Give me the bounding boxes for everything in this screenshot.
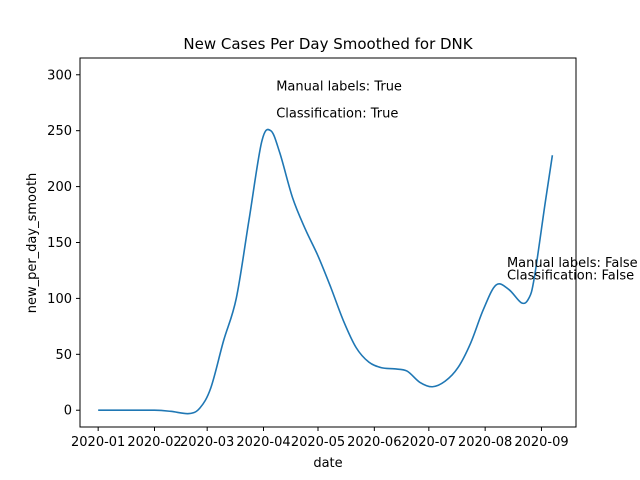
y-tick-label: 0	[64, 404, 72, 419]
x-tick-label: 2020-06	[347, 435, 401, 450]
annotation-label: Classification: False	[507, 268, 634, 283]
x-tick-label: 2020-08	[458, 435, 512, 450]
y-tick-label: 250	[47, 124, 72, 139]
x-tick-label: 2020-05	[291, 435, 345, 450]
series-line	[98, 128, 554, 415]
x-axis-label: date	[313, 456, 342, 471]
y-tick-label: 150	[47, 236, 72, 251]
y-tick-label: 100	[47, 292, 72, 307]
x-tick-label: 2020-07	[402, 435, 456, 450]
x-tick-label: 2020-04	[236, 435, 290, 450]
annotations: Manual labels: True Classification: True M…	[276, 79, 637, 283]
annotation-label: Classification: True	[276, 106, 398, 121]
x-tick-label: 2020-01	[71, 435, 125, 450]
y-axis: 0 50 100 150 200 250 300	[47, 68, 80, 419]
y-tick-label: 200	[47, 180, 72, 195]
x-tick-label: 2020-09	[514, 435, 568, 450]
x-tick-label: 2020-03	[180, 435, 234, 450]
annotation-label: Manual labels: True	[276, 79, 402, 94]
y-tick-label: 50	[55, 348, 72, 363]
annotation-label: Manual labels: False	[507, 256, 638, 271]
x-tick-label: 2020-02	[127, 435, 181, 450]
y-axis-label: new_per_day_smooth	[25, 173, 40, 314]
chart-title: New Cases Per Day Smoothed for DNK	[183, 35, 473, 53]
y-tick-label: 300	[47, 68, 72, 83]
